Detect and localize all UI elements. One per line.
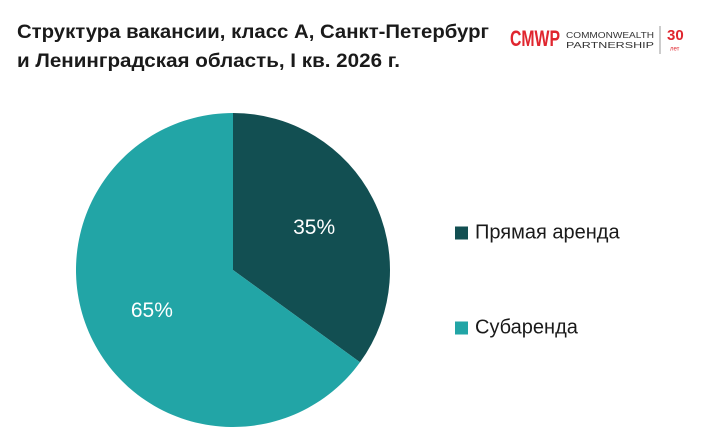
logo-years: 30 bbox=[667, 27, 684, 44]
data-label: 35% bbox=[293, 216, 335, 239]
chart-title: и Ленинградская область, I кв. 2026 г. bbox=[17, 51, 400, 72]
legend-swatch bbox=[455, 226, 468, 240]
chart-title: Структура вакансии, класс А, Санкт-Петер… bbox=[17, 22, 489, 43]
data-label: 65% bbox=[131, 299, 173, 322]
logo-text: PARTNERSHIP bbox=[566, 41, 654, 50]
logo-text: COMMONWEALTH bbox=[566, 31, 654, 40]
legend-swatch bbox=[455, 321, 468, 335]
logo-mark: CMWP bbox=[510, 26, 560, 51]
legend-label: Субаренда bbox=[475, 316, 579, 338]
logo: CMWP COMMONWEALTH PARTNERSHIP 30 лет bbox=[510, 26, 684, 54]
pie-slice bbox=[233, 113, 391, 363]
pie-slice bbox=[76, 113, 361, 427]
logo-years-unit: лет bbox=[670, 47, 680, 53]
legend-label: Прямая аренда bbox=[475, 221, 620, 243]
